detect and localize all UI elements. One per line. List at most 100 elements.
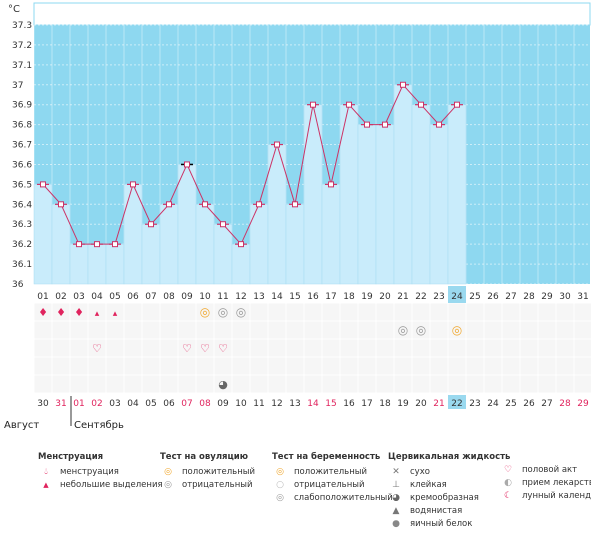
symptom-cell (466, 375, 484, 393)
y-tick-label: 37.1 (12, 61, 32, 71)
y-tick-label: 36.2 (12, 240, 32, 250)
pregnancy-test-negative-icon: ◎ (416, 323, 426, 337)
symptom-cell (430, 375, 448, 393)
symptom-cell (286, 339, 304, 357)
legend-item: ♡ половой акт (500, 464, 591, 477)
pill-icon: ◐ (504, 478, 512, 488)
drop-icon: 💧︎ (44, 467, 48, 477)
egg-white-icon: ● (392, 519, 400, 529)
symptom-cell (268, 375, 286, 393)
temperature-point (238, 241, 244, 248)
symptom-cell (196, 321, 214, 339)
cycle-day-label: 22 (415, 292, 426, 302)
temperature-bar (375, 124, 395, 285)
cycle-day-label: 31 (577, 292, 588, 302)
heart-icon: ♡ (503, 465, 513, 475)
moon-icon: ☾ (503, 491, 513, 501)
temperature-point (220, 221, 226, 228)
symptom-cell (322, 303, 340, 321)
symptom-cell (376, 357, 394, 375)
cycle-day-label: 19 (361, 292, 373, 302)
calendar-date-label: 05 (145, 399, 156, 409)
negative-test-icon: ◎ (164, 480, 172, 490)
legend-item: ◐прием лекарства (500, 477, 591, 490)
calendar-date-label: 31 (55, 399, 66, 409)
symptom-cell (448, 375, 466, 393)
calendar-date-label: 15 (325, 399, 336, 409)
symptom-cell (448, 339, 466, 357)
symptom-cell (232, 375, 250, 393)
symptom-cell (304, 357, 322, 375)
symptom-cell (250, 375, 268, 393)
temperature-point (328, 181, 334, 188)
legend-cervical-fluid: Цервикальная жидкость ✕ сухо ⊥ клейкая ◕ кр… (388, 452, 510, 531)
symptom-cell (70, 339, 88, 357)
temperature-point (418, 101, 424, 108)
symptom-cell (124, 357, 142, 375)
symptom-cell (160, 357, 178, 375)
symptom-cell (304, 339, 322, 357)
temperature-point (400, 81, 406, 88)
calendar-date-label: 12 (271, 399, 282, 409)
symptom-cell (358, 321, 376, 339)
symptom-cell (322, 375, 340, 393)
temperature-point (94, 241, 100, 248)
cycle-day-label: 25 (469, 292, 480, 302)
temperature-point (382, 121, 388, 128)
symptom-cell (556, 375, 574, 393)
symptom-cell (358, 303, 376, 321)
symptom-cell (484, 321, 502, 339)
legend-item: ○ отрицательный (272, 479, 393, 492)
heart-icon: ♡ (92, 342, 102, 355)
cycle-day-label: 05 (109, 292, 120, 302)
calendar-date-label: 17 (361, 399, 372, 409)
cycle-day-label: 28 (523, 292, 535, 302)
legend-ovulation-title: Тест на овуляцию (160, 452, 249, 462)
symptom-cell (304, 303, 322, 321)
symptom-cell (34, 321, 52, 339)
cycle-day-label: 20 (379, 292, 391, 302)
legend-item: ◎ отрицательный (160, 479, 255, 492)
temperature-point (58, 201, 64, 208)
symptom-cell (502, 339, 520, 357)
creamy-icon: ◕ (392, 493, 400, 503)
symptom-cell (88, 375, 106, 393)
calendar-date-label: 21 (433, 399, 444, 409)
legend-item: ◎ положительный (272, 466, 393, 479)
symptom-cell (70, 375, 88, 393)
y-tick-label: 36 (12, 280, 24, 290)
symptom-cell (88, 357, 106, 375)
calendar-date-label: 20 (415, 399, 427, 409)
cycle-day-label: 15 (289, 292, 300, 302)
symptom-cell (286, 375, 304, 393)
symptom-cell (574, 375, 591, 393)
symptom-cell (52, 375, 70, 393)
y-tick-label: 36.7 (12, 141, 32, 151)
cycle-day-label: 27 (505, 292, 516, 302)
temperature-bar (447, 104, 467, 285)
symptom-cell (538, 357, 556, 375)
symptom-cell (340, 339, 358, 357)
symptom-cell (376, 321, 394, 339)
symptom-cell (394, 321, 412, 339)
symptom-cell (124, 339, 142, 357)
symptom-cell (412, 375, 430, 393)
heart-icon: ♡ (200, 342, 210, 355)
temperature-bar (357, 124, 377, 285)
symptom-cell (250, 303, 268, 321)
symptom-cell (520, 357, 538, 375)
symptom-cell (412, 357, 430, 375)
calendar-date-label: 10 (235, 399, 247, 409)
legend-item: ◎ положительный (160, 466, 255, 479)
symptom-cell (448, 303, 466, 321)
symptom-cell (232, 321, 250, 339)
symptom-cell (34, 303, 52, 321)
symptom-cell (412, 321, 430, 339)
symptom-cell (214, 357, 232, 375)
temperature-bar (105, 243, 125, 285)
legend-ovulation-test: Тест на овуляцию ◎ положительный ◎ отрицат… (160, 452, 255, 492)
symptom-cell (502, 303, 520, 321)
cycle-day-label: 21 (397, 292, 408, 302)
symptom-cell (214, 375, 232, 393)
temperature-point (364, 121, 370, 128)
